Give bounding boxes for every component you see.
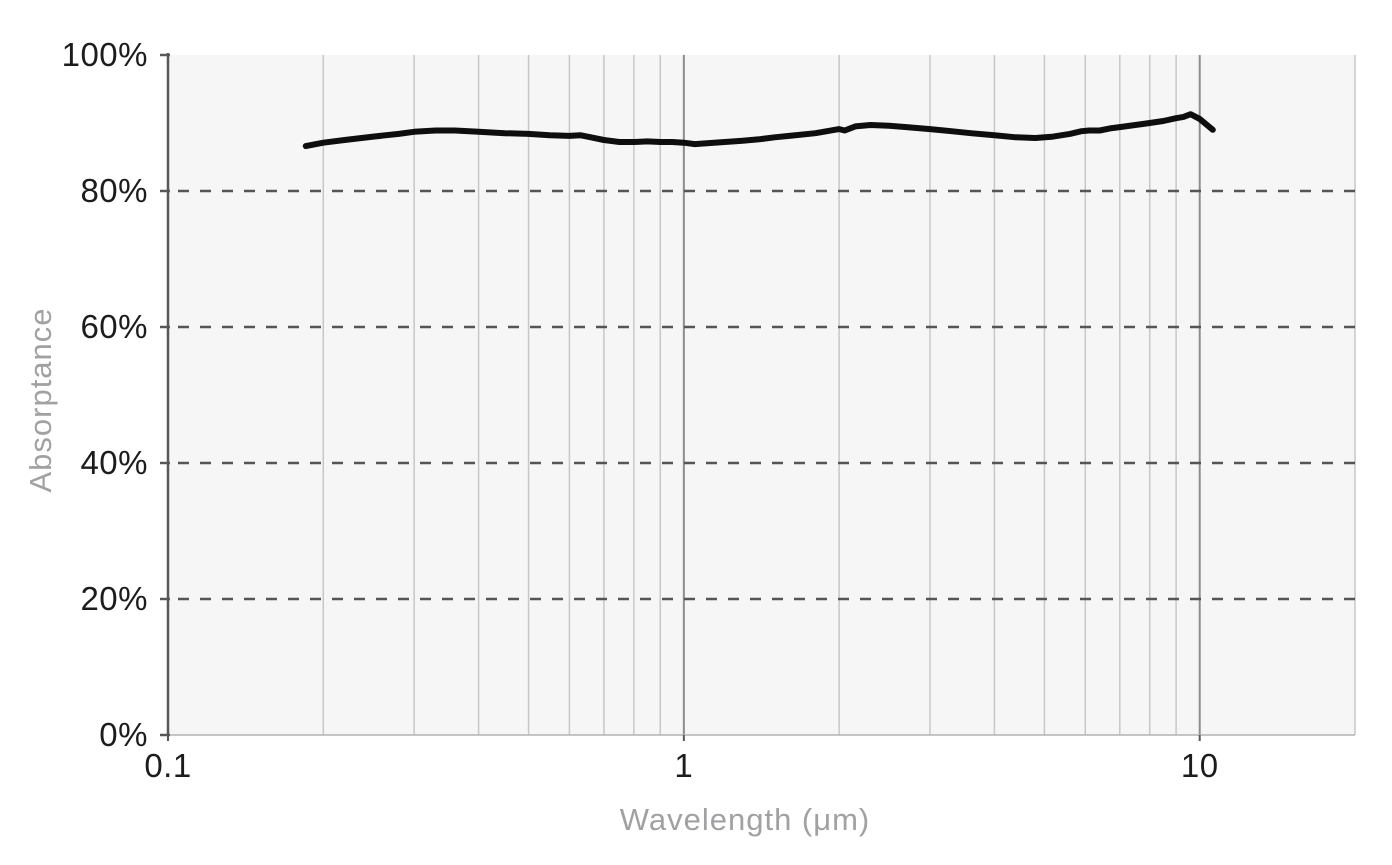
y-tick-label: 80%: [80, 172, 148, 209]
y-tick-label: 40%: [80, 444, 148, 481]
series-line: [302, 111, 1216, 150]
x-tick-label: 10: [1180, 747, 1219, 784]
y-tick-label: 20%: [80, 580, 148, 617]
x-axis-title: Wavelength (μm): [619, 802, 871, 837]
y-tick-label: 60%: [80, 308, 148, 345]
x-tick-label: 1: [674, 747, 694, 784]
plot-area: [168, 55, 1355, 735]
y-tick-label: 0%: [99, 716, 148, 753]
y-tick-label: 100%: [61, 36, 148, 73]
x-tick-label: 0.1: [144, 747, 192, 784]
